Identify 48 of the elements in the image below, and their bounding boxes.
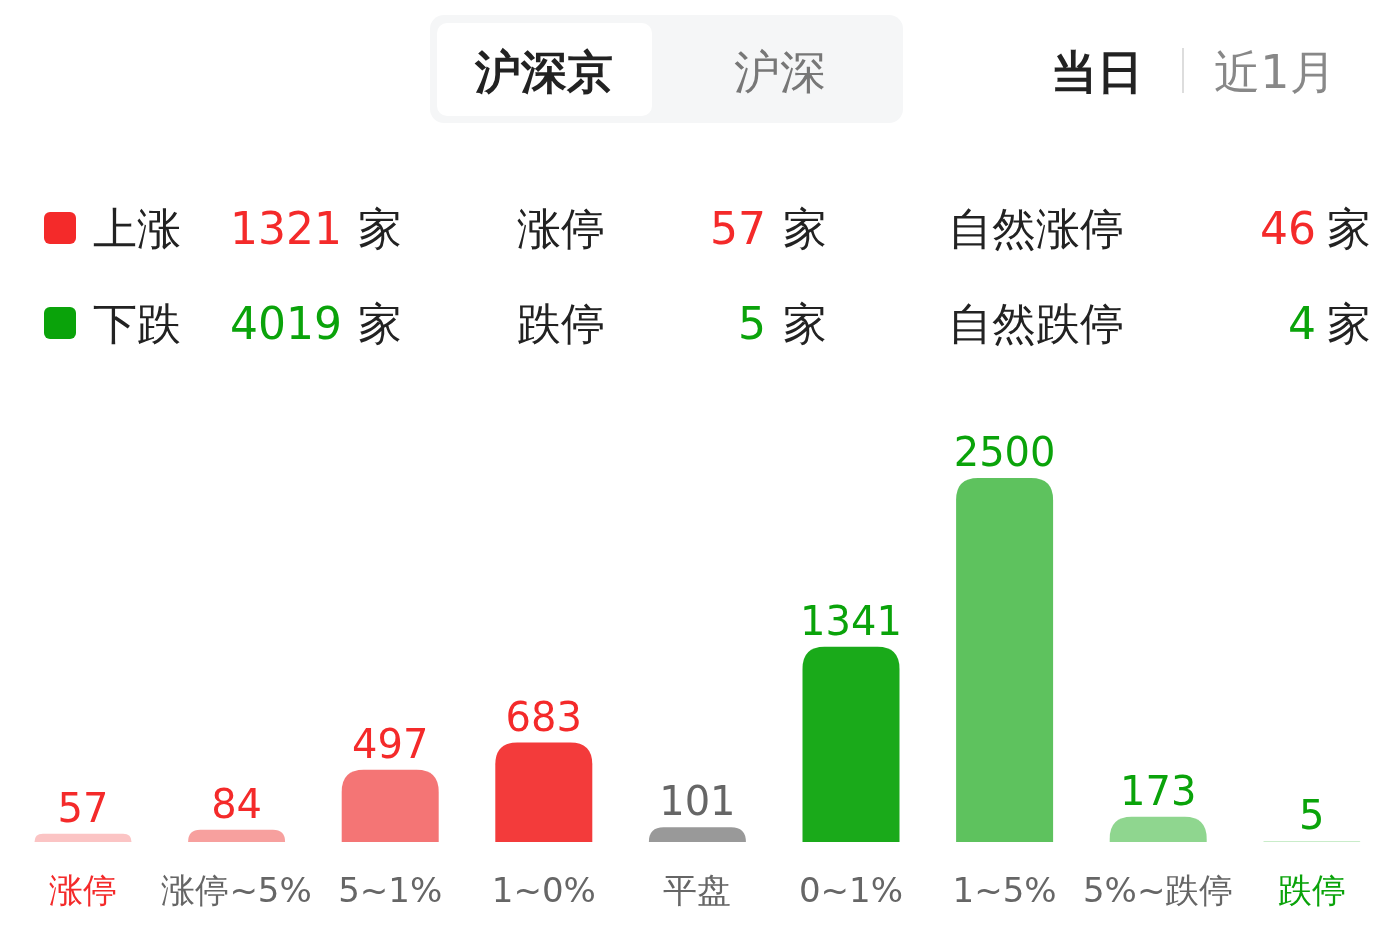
data-label: 5 bbox=[738, 298, 766, 349]
text: 沪深 bbox=[734, 45, 826, 99]
bar bbox=[495, 742, 593, 842]
x-tick-label: 涨停~5% bbox=[161, 870, 312, 910]
data-label: 2500 bbox=[953, 429, 1056, 475]
text: 家 bbox=[358, 203, 402, 254]
data-label: 57 bbox=[57, 784, 109, 831]
text: 家 bbox=[783, 298, 827, 349]
data-label: 46 bbox=[1260, 203, 1316, 254]
text: 近1月 bbox=[1214, 45, 1336, 99]
text: 家 bbox=[1327, 203, 1371, 254]
bar bbox=[188, 829, 286, 842]
bar bbox=[648, 827, 746, 842]
x-tick-label: 0~1% bbox=[798, 870, 904, 910]
data-label: 173 bbox=[1120, 767, 1197, 814]
category-label: 上涨 bbox=[93, 203, 181, 254]
data-label: 1341 bbox=[800, 597, 902, 644]
x-tick-label: 平盘 bbox=[663, 870, 732, 910]
bar bbox=[1109, 816, 1207, 842]
data-label: 4 bbox=[1288, 298, 1316, 349]
x-tick-label: 1~5% bbox=[952, 870, 1057, 910]
category-label: 自然跌停 bbox=[948, 298, 1124, 349]
category-label: 自然涨停 bbox=[948, 203, 1124, 254]
x-tick-label: 1~0% bbox=[491, 870, 596, 910]
data-label: 57 bbox=[710, 203, 766, 254]
category-label: 下跌 bbox=[93, 298, 181, 349]
text: 家 bbox=[358, 298, 402, 349]
x-tick-label: 5%~跌停 bbox=[1082, 870, 1234, 910]
data-label: 5 bbox=[1299, 792, 1325, 839]
data-label: 101 bbox=[659, 778, 736, 825]
x-tick-label: 5~1% bbox=[338, 870, 443, 910]
text: 沪深京 bbox=[474, 45, 613, 99]
data-label: 497 bbox=[352, 720, 429, 767]
data-label: 683 bbox=[505, 693, 582, 740]
bar bbox=[956, 478, 1054, 842]
data-label: 84 bbox=[211, 780, 263, 827]
text: 家 bbox=[783, 203, 827, 254]
data-label: 4019 bbox=[230, 298, 342, 349]
bar bbox=[341, 769, 439, 842]
category-label: 涨停 bbox=[517, 203, 605, 254]
text: 家 bbox=[1327, 298, 1371, 349]
bar bbox=[802, 646, 900, 842]
data-label: 1321 bbox=[230, 203, 342, 254]
x-tick-label: 涨停 bbox=[49, 870, 117, 910]
bar bbox=[34, 833, 132, 842]
category-label: 跌停 bbox=[517, 298, 605, 349]
text: 当日 bbox=[1051, 45, 1143, 99]
x-tick-label: 跌停 bbox=[1277, 870, 1346, 910]
